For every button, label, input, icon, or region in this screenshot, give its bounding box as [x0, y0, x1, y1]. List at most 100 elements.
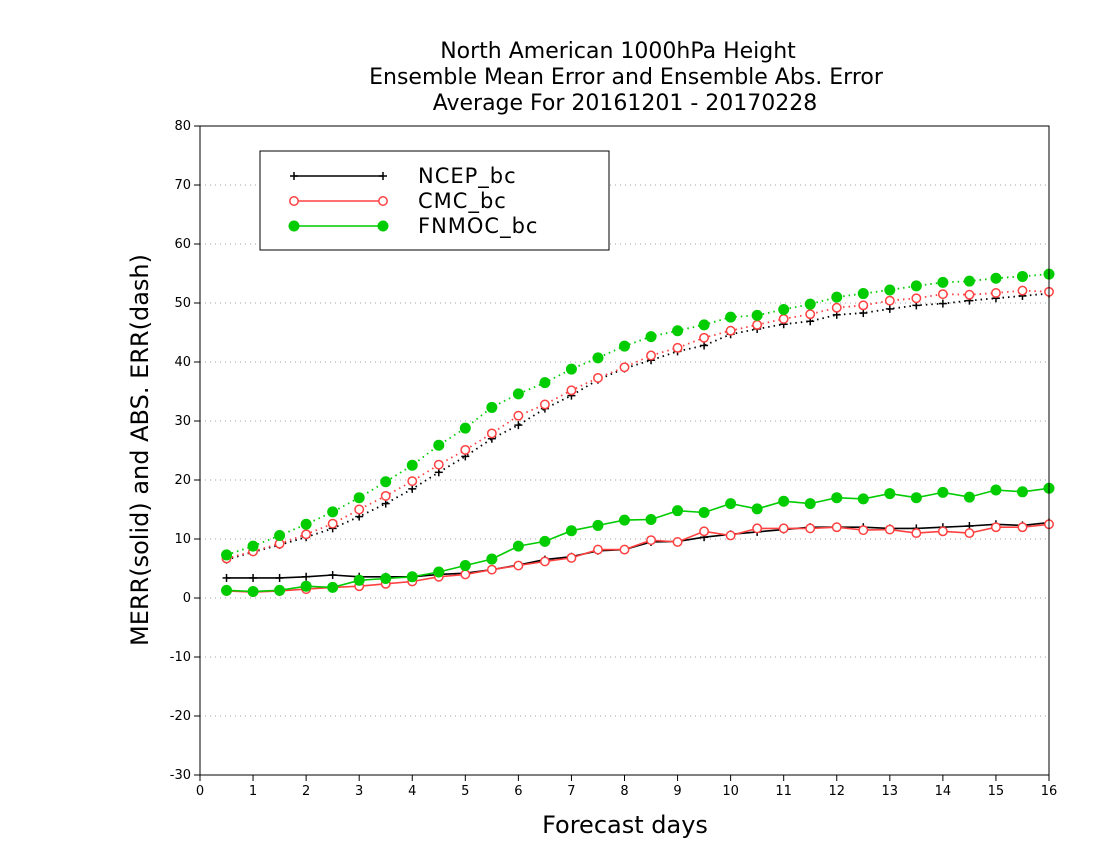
point-fnmoc-bc [751, 309, 763, 321]
point-fnmoc-bc [910, 280, 922, 292]
legend-marker-ncep-bc [379, 172, 387, 180]
y-tick-label: 0 [183, 591, 191, 606]
point-ncep-bc [885, 304, 894, 313]
x-tick-label: 0 [196, 784, 204, 799]
point-fnmoc-bc [910, 492, 922, 504]
x-tick-label: 10 [722, 784, 739, 799]
x-tick-label: 9 [673, 784, 681, 799]
series-layer [221, 268, 1055, 598]
point-cmc-bc [858, 525, 869, 536]
legend-label-cmc-bc: CMC_bc [418, 189, 507, 214]
point-fnmoc-bc [565, 525, 577, 537]
y-tick-label: 20 [174, 473, 191, 488]
point-cmc-bc [646, 350, 656, 361]
point-fnmoc-bc [380, 476, 392, 488]
point-fnmoc-bc [963, 275, 975, 287]
legend-label-ncep-bc: NCEP_bc [418, 164, 517, 189]
point-fnmoc-bc [1016, 270, 1028, 282]
point-fnmoc-bc [353, 492, 365, 504]
x-tick-label: 7 [567, 784, 575, 799]
y-axis-title: MERR(solid) and ABS. ERR(dash) [126, 254, 154, 646]
point-ncep-bc [859, 309, 868, 318]
series-fnmoc-bc-abs-err [221, 268, 1055, 561]
x-tick-label: 5 [461, 784, 469, 799]
point-cmc-bc [486, 428, 497, 439]
point-fnmoc-bc [645, 514, 657, 526]
point-cmc-bc [460, 569, 471, 580]
point-cmc-bc [831, 302, 842, 313]
point-cmc-bc [327, 518, 338, 529]
point-fnmoc-bc [937, 486, 949, 498]
chart-title-line-2: Ensemble Mean Error and Ensemble Abs. Er… [369, 65, 884, 90]
point-cmc-bc [593, 372, 603, 383]
point-ncep-bc [434, 468, 443, 477]
point-fnmoc-bc [804, 498, 816, 510]
point-fnmoc-bc [592, 519, 604, 531]
point-cmc-bc [619, 544, 630, 555]
point-fnmoc-bc [565, 363, 577, 375]
point-fnmoc-bc [274, 529, 286, 541]
y-tick-label: 50 [174, 296, 191, 311]
x-axis-title: Forecast days [542, 811, 708, 839]
series-ncep-bc-merr [222, 518, 1053, 582]
line-cmc-bc-abs-err [226, 289, 1050, 560]
point-cmc-bc [725, 325, 736, 336]
legend-marker-ncep-bc [290, 172, 298, 180]
point-cmc-bc [911, 293, 922, 304]
point-cmc-bc [990, 522, 1001, 533]
point-fnmoc-bc [698, 506, 710, 518]
point-fnmoc-bc [486, 553, 498, 565]
point-fnmoc-bc [512, 540, 524, 552]
point-fnmoc-bc [327, 581, 339, 593]
point-cmc-bc [1017, 522, 1028, 533]
point-cmc-bc [301, 529, 312, 540]
point-cmc-bc [699, 526, 710, 537]
x-tick-label: 12 [828, 784, 845, 799]
point-fnmoc-bc [857, 493, 869, 505]
point-cmc-bc [699, 332, 710, 343]
y-tick-label: 10 [174, 532, 191, 547]
point-fnmoc-bc [539, 535, 551, 547]
y-tick-label: -20 [170, 709, 191, 724]
point-fnmoc-bc [645, 331, 657, 343]
y-tick-label: -30 [170, 768, 191, 783]
point-fnmoc-bc [512, 388, 524, 400]
point-ncep-bc [302, 572, 311, 581]
y-tick-label: 70 [174, 178, 191, 193]
x-tick-label: 16 [1041, 784, 1058, 799]
x-tick-label: 15 [988, 784, 1005, 799]
point-fnmoc-bc [725, 498, 737, 510]
point-cmc-bc [884, 295, 895, 306]
point-cmc-bc [884, 524, 895, 535]
x-tick-label: 2 [302, 784, 310, 799]
point-cmc-bc [672, 342, 683, 353]
point-fnmoc-bc [751, 503, 763, 515]
line-fnmoc-bc-abs-err [226, 273, 1050, 556]
line-ncep-bc-abs-err [226, 292, 1050, 561]
point-cmc-bc [778, 313, 789, 324]
point-cmc-bc [937, 526, 948, 537]
series-cmc-bc-merr [221, 519, 1054, 598]
point-cmc-bc [778, 523, 789, 534]
legend-marker-cmc-bc [289, 196, 299, 206]
point-fnmoc-bc [831, 291, 843, 303]
point-fnmoc-bc [459, 422, 471, 434]
point-fnmoc-bc [672, 325, 684, 337]
point-cmc-bc [672, 537, 683, 547]
point-fnmoc-bc [539, 377, 551, 389]
point-fnmoc-bc [592, 352, 604, 364]
y-tick-label: -10 [170, 650, 191, 665]
grid-lines [200, 184, 1049, 717]
point-fnmoc-bc [672, 505, 684, 517]
point-cmc-bc [539, 556, 550, 567]
point-fnmoc-bc [990, 484, 1002, 496]
point-cmc-bc [725, 530, 736, 541]
point-fnmoc-bc [1016, 486, 1028, 498]
y-tick-label: 60 [174, 237, 191, 252]
point-fnmoc-bc [300, 518, 312, 530]
point-ncep-bc [381, 499, 390, 508]
x-tick-label: 3 [355, 784, 363, 799]
legend-marker-cmc-bc [378, 196, 388, 206]
point-fnmoc-bc [619, 514, 630, 526]
